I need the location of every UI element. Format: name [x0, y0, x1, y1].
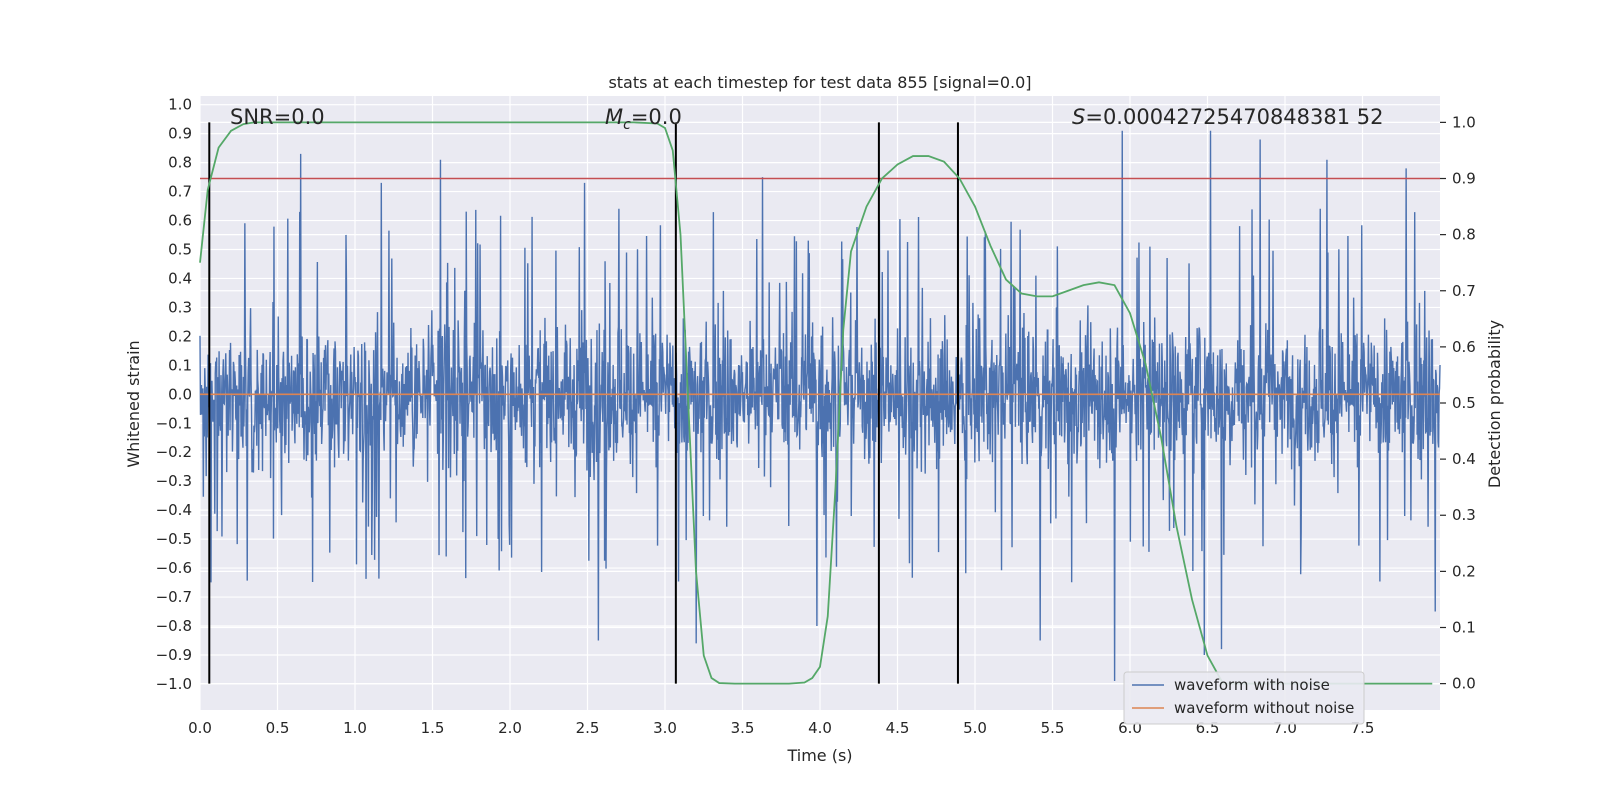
y-tick-label: −0.8	[156, 617, 192, 635]
legend-label-noise: waveform with noise	[1174, 676, 1330, 694]
y-tick-label: −1.0	[156, 675, 192, 693]
x-tick-label: 2.5	[576, 719, 600, 737]
y-tick-label: 0.3	[168, 298, 192, 316]
mc-annotation: Mc=0.0	[605, 105, 682, 133]
y2-tick-label: 1.0	[1452, 113, 1476, 131]
y-tick-label: −0.6	[156, 559, 192, 577]
y2-tick-label: 0.5	[1452, 394, 1476, 412]
y-axis-label: Whitened strain	[124, 340, 143, 467]
y2-tick-label: 0.7	[1452, 282, 1476, 300]
y-tick-label: 0.8	[168, 154, 192, 172]
y-tick-label: −0.9	[156, 646, 192, 664]
legend-box	[1123, 671, 1365, 725]
snr-annotation: SNR=0.0	[230, 105, 325, 129]
probability-curve	[199, 121, 1433, 685]
probability-overlay	[199, 121, 1440, 685]
mc-symbol: M	[605, 105, 623, 129]
y-axis: 1.0 0.9 0.8 0.7 0.6 0.5 0.4 0.3 0.2 0.1 0.0 −0.1 −0.…	[156, 96, 192, 693]
y-tick-label: 0.9	[168, 125, 192, 143]
y2-tick-label: 0.8	[1452, 226, 1476, 244]
x-tick-label: 5.5	[1041, 719, 1065, 737]
y-tick-label: −0.3	[156, 472, 192, 490]
legend: waveform with noise waveform without noi…	[1123, 671, 1365, 725]
y2-tick-label: 0.2	[1452, 562, 1476, 580]
y-tick-label: 0.6	[168, 212, 192, 230]
y2-tick-label: 0.0	[1452, 675, 1476, 693]
x-tick-label: 0.0	[188, 719, 212, 737]
y-tick-label: 1.0	[168, 96, 192, 114]
x-tick-label: 3.0	[653, 719, 677, 737]
y-tick-label: 0.7	[168, 183, 192, 201]
s-value: =0.00042725470848381 52	[1085, 105, 1383, 129]
y-tick-label: −0.5	[156, 530, 192, 548]
y-tick-label: −0.7	[156, 588, 192, 606]
y2-tick-label: 0.6	[1452, 338, 1476, 356]
y2-tick-label: 0.4	[1452, 450, 1476, 468]
y-tick-label: −0.2	[156, 443, 192, 461]
y-tick-label: −0.4	[156, 501, 192, 519]
x-tick-label: 4.5	[886, 719, 910, 737]
s-symbol: S	[1072, 105, 1085, 129]
s-annotation: S=0.00042725470848381 52	[1072, 105, 1384, 129]
y-tick-label: 0.0	[168, 385, 192, 403]
noise-trace	[199, 130, 1441, 682]
y-tick-label: −0.1	[156, 414, 192, 432]
mc-value: =0.0	[631, 105, 682, 129]
x-tick-label: 1.0	[343, 719, 367, 737]
y2-tick-label: 0.1	[1452, 618, 1476, 636]
y-tick-label: 0.4	[168, 269, 192, 287]
chart-title: stats at each timestep for test data 855…	[608, 73, 1031, 92]
x-tick-label: 3.5	[731, 719, 755, 737]
noise-series	[199, 130, 1441, 682]
y-tick-label: 0.5	[168, 241, 192, 259]
mc-subscript: c	[623, 117, 631, 133]
y2-tick-label: 0.9	[1452, 170, 1476, 188]
x-tick-label: 1.5	[421, 719, 445, 737]
legend-label-clean: waveform without noise	[1174, 699, 1354, 717]
x-tick-label: 0.5	[266, 719, 290, 737]
x-axis-label: Time (s)	[786, 746, 852, 765]
x-tick-label: 5.0	[963, 719, 987, 737]
y2-tick-label: 0.3	[1452, 506, 1476, 524]
x-tick-label: 4.0	[808, 719, 832, 737]
y-tick-label: 0.1	[168, 356, 192, 374]
y-tick-label: 0.2	[168, 327, 192, 345]
x-tick-label: 2.0	[498, 719, 522, 737]
y2-axis: 1.0 0.9 0.8 0.7 0.6 0.5 0.4 0.3 0.2 0.1 0.0	[1440, 113, 1476, 693]
y2-axis-label: Detection probability	[1485, 320, 1504, 488]
